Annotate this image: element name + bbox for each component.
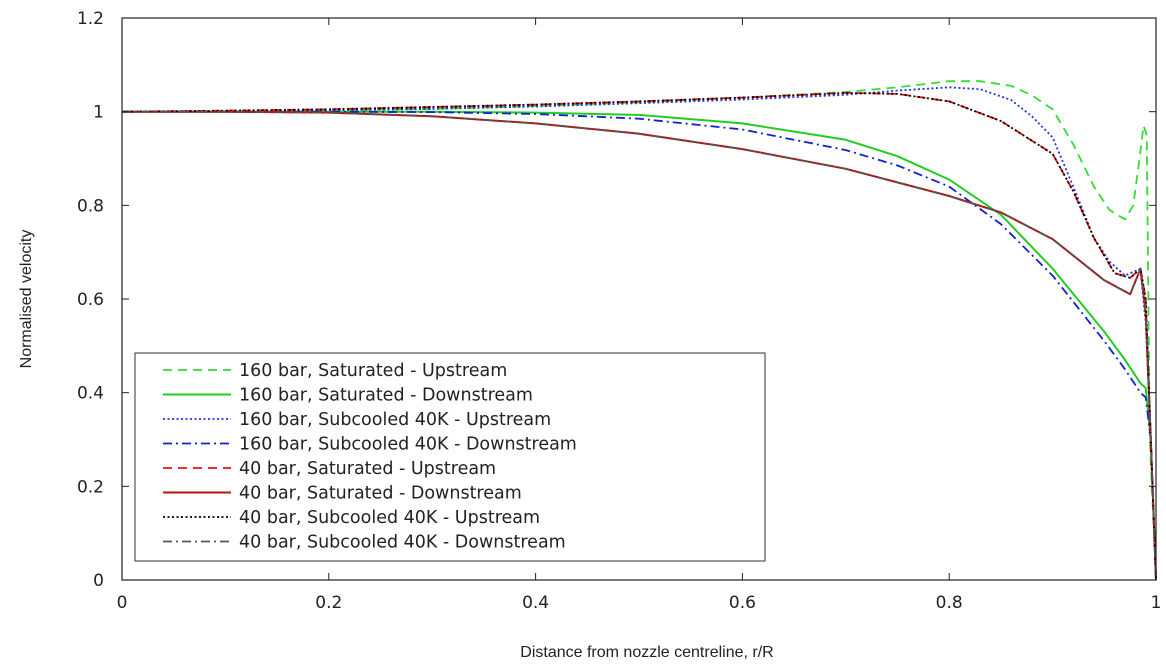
x-tick-label: 0.4 — [522, 593, 549, 613]
x-tick-label: 0.2 — [315, 593, 342, 613]
legend-label: 40 bar, Saturated - Upstream — [239, 459, 496, 479]
legend-label: 40 bar, Subcooled 40K - Upstream — [239, 508, 540, 528]
ticks-layer: 0 0.2 0.4 0.6 0.8 1 0 0.2 0.4 0.6 0.8 1 1.2 — [77, 9, 1161, 613]
series-line-7 — [122, 110, 1157, 581]
series-line-6 — [121, 92, 1157, 581]
x-axis-title: Distance from nozzle centreline, r/R — [520, 644, 773, 661]
y-axis-title: Normalised velocity — [18, 230, 35, 369]
y-tick-label: 0 — [93, 571, 104, 591]
x-tick-label: 0.8 — [936, 593, 963, 613]
x-tick-label: 0 — [117, 593, 128, 613]
y-tick-label: 0.6 — [77, 290, 104, 310]
legend-box — [134, 352, 766, 562]
series-line-3 — [122, 110, 1157, 581]
legend-label: 160 bar, Saturated - Upstream — [239, 361, 507, 381]
series-line-2 — [121, 86, 1157, 581]
y-tick-label: 1.2 — [77, 9, 104, 29]
y-tick-label: 0.2 — [77, 477, 104, 497]
legend-label: 160 bar, Saturated - Downstream — [239, 386, 533, 406]
x-tick-label: 0.6 — [729, 593, 756, 613]
x-tick-label: 1 — [1151, 593, 1162, 613]
legend-label: 40 bar, Subcooled 40K - Downstream — [239, 533, 566, 553]
legend-label: 160 bar, Subcooled 40K - Upstream — [239, 410, 551, 430]
y-tick-label: 1 — [93, 103, 104, 123]
legend-label: 160 bar, Subcooled 40K - Downstream — [239, 435, 577, 455]
y-tick-label: 0.4 — [77, 384, 104, 404]
legend: 160 bar, Saturated - Upstream 160 bar, Sa… — [134, 352, 766, 562]
legend-label: 40 bar, Saturated - Downstream — [239, 484, 522, 504]
y-tick-label: 0.8 — [77, 196, 104, 216]
series-layer — [121, 80, 1157, 581]
